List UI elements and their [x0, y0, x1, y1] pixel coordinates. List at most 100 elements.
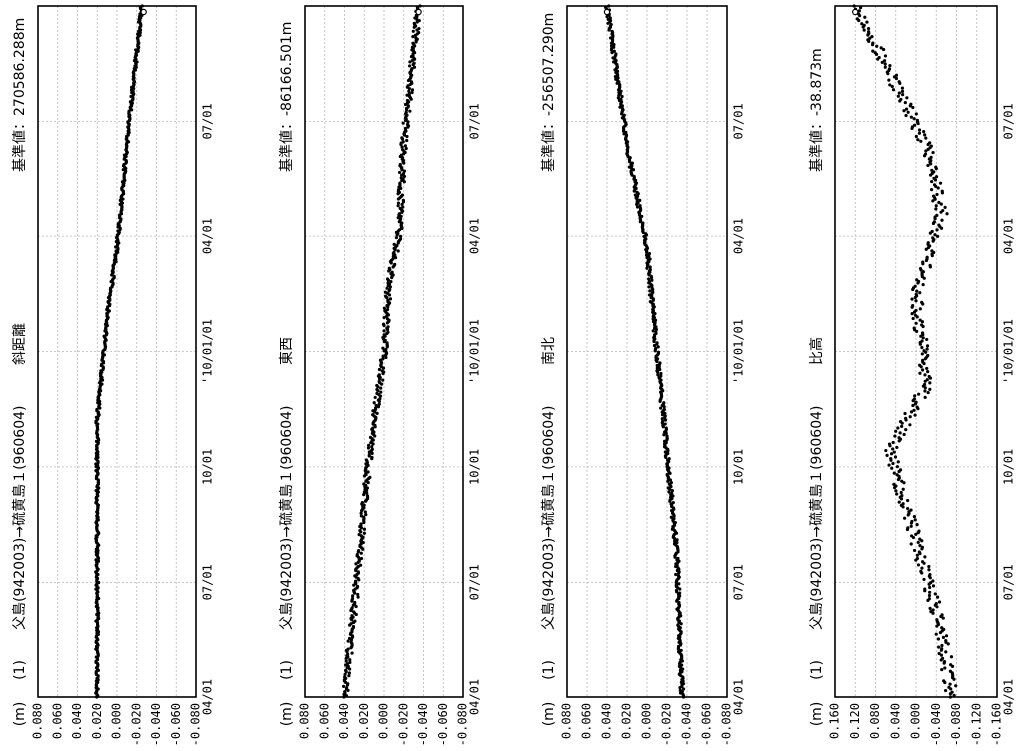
y-tick-label: 0.120	[848, 703, 862, 739]
y-tick-label: 0.000	[377, 703, 391, 739]
data-point	[645, 266, 649, 270]
data-point	[364, 458, 369, 462]
data-point	[915, 405, 919, 409]
data-point	[341, 684, 346, 688]
data-point	[392, 242, 396, 246]
data-point	[904, 416, 908, 420]
data-point	[629, 169, 633, 173]
x-tick-label: 04/01	[468, 218, 482, 254]
data-point	[892, 471, 896, 475]
data-point	[655, 369, 659, 373]
data-point	[926, 390, 930, 395]
data-point	[135, 60, 139, 64]
data-point	[347, 636, 352, 641]
station-path-label: 父島(942003)→硫黄島１(960604)	[11, 406, 28, 630]
data-point	[345, 662, 350, 666]
data-point	[344, 668, 348, 672]
y-tick-label: -0.160	[990, 703, 1004, 746]
data-point	[124, 169, 128, 173]
data-point	[862, 28, 866, 32]
data-point	[906, 110, 910, 114]
data-point	[396, 201, 401, 205]
data-point	[929, 610, 933, 614]
data-point	[356, 592, 360, 597]
data-point	[362, 503, 366, 507]
data-point	[362, 515, 366, 519]
data-point	[927, 568, 931, 572]
x-tick-label: 04/01	[732, 679, 746, 715]
data-point	[364, 471, 368, 475]
data-point	[371, 413, 375, 417]
data-point	[408, 64, 412, 68]
data-point	[95, 407, 99, 412]
data-point	[612, 49, 616, 53]
data-point	[403, 126, 408, 131]
data-point	[677, 591, 682, 595]
y-tick-label: 0.060	[580, 703, 594, 739]
data-point	[871, 49, 875, 53]
data-point	[915, 553, 919, 557]
data-point	[900, 494, 904, 498]
data-point	[118, 198, 122, 202]
data-point	[382, 329, 386, 333]
data-point	[354, 604, 358, 609]
data-point	[925, 378, 929, 382]
data-point	[346, 647, 350, 651]
data-point	[417, 31, 421, 35]
data-point	[348, 667, 352, 671]
data-point	[905, 96, 909, 100]
data-point	[912, 548, 917, 553]
data-point	[949, 663, 953, 667]
data-point	[920, 545, 925, 549]
data-point	[934, 165, 938, 169]
data-point	[398, 234, 403, 238]
data-point	[366, 470, 370, 474]
data-point	[918, 371, 922, 375]
data-point	[924, 149, 928, 153]
data-point	[911, 316, 915, 321]
data-point	[918, 291, 922, 295]
data-point	[952, 693, 956, 697]
data-point	[615, 69, 620, 73]
y-tick-label: 0.040	[70, 703, 84, 739]
data-point	[887, 67, 892, 71]
data-point	[923, 555, 927, 559]
data-point	[366, 446, 371, 450]
data-point	[344, 659, 348, 663]
data-point	[911, 105, 915, 110]
data-point	[96, 466, 101, 470]
data-point	[379, 390, 383, 394]
data-point	[377, 373, 381, 377]
data-point	[370, 447, 374, 451]
x-tick-label: 07/01	[201, 103, 215, 139]
data-point	[650, 278, 654, 282]
data-point	[359, 563, 363, 567]
data-point	[390, 270, 394, 274]
data-point	[410, 90, 414, 95]
data-point	[677, 582, 681, 586]
data-point	[382, 315, 386, 320]
x-tick-label: 07/01	[1002, 103, 1016, 139]
series-id: (1)	[809, 660, 825, 680]
data-point	[635, 190, 639, 194]
data-point	[383, 294, 388, 298]
data-point	[910, 297, 914, 301]
x-tick-label: '10/01/01	[201, 319, 215, 384]
data-point	[357, 532, 361, 537]
data-point	[358, 528, 362, 533]
data-point	[944, 688, 948, 693]
data-point	[370, 445, 374, 449]
data-point	[918, 543, 922, 548]
data-point	[906, 506, 910, 511]
data-point	[359, 551, 363, 555]
data-point	[941, 208, 945, 213]
data-point	[654, 330, 658, 334]
data-point	[914, 112, 918, 116]
data-point	[405, 134, 409, 139]
data-point	[928, 381, 932, 385]
data-point	[940, 613, 944, 617]
data-point	[608, 16, 612, 20]
data-point	[616, 96, 620, 100]
data-point	[347, 674, 351, 678]
data-point	[917, 128, 922, 132]
